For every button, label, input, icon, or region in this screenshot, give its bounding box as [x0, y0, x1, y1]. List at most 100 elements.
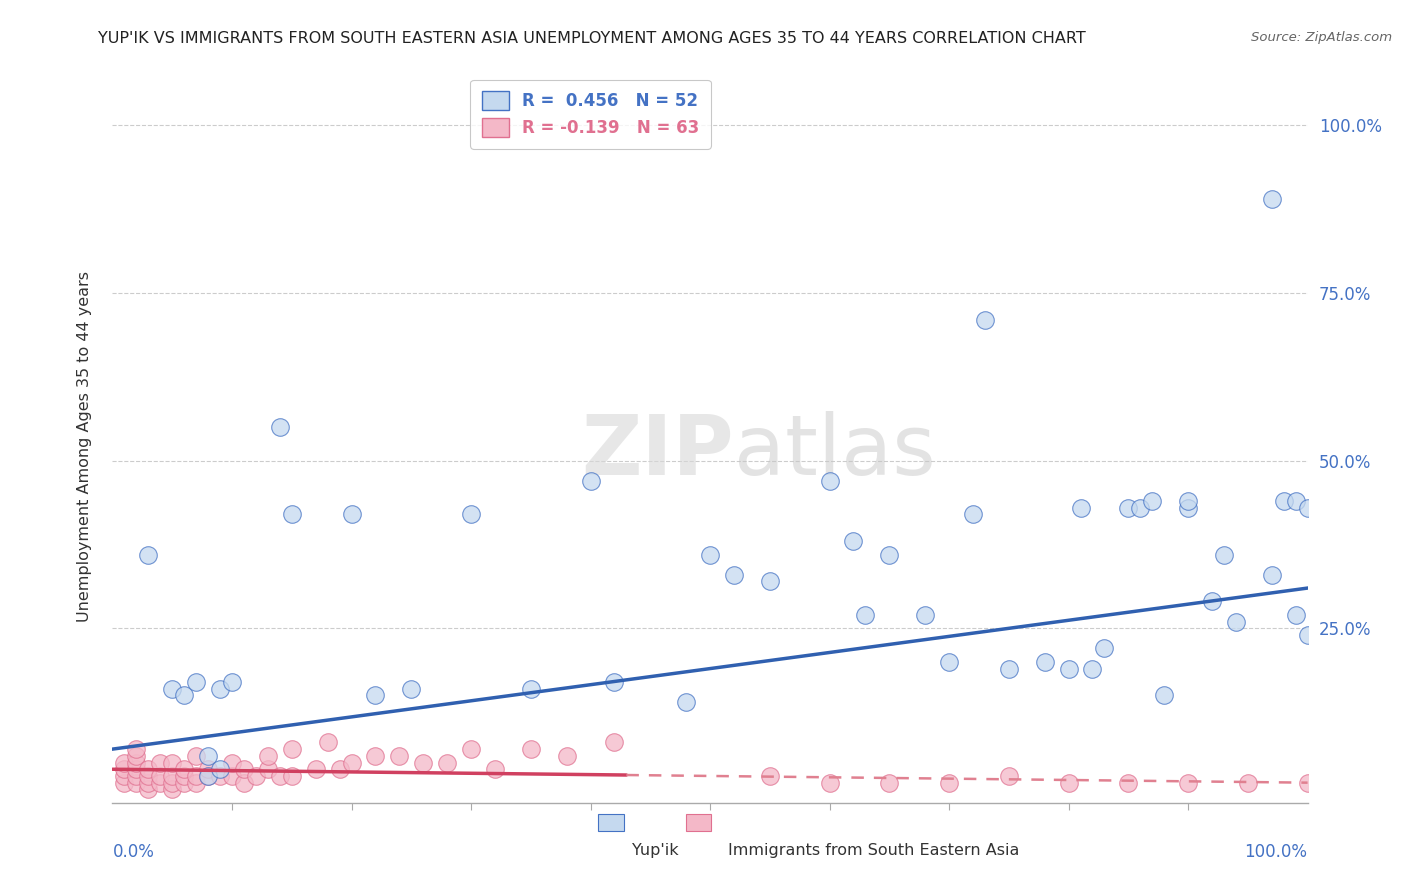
Point [138, 775, 160, 789]
Point [1129, 500, 1152, 515]
Point [879, 775, 901, 789]
Point [138, 782, 160, 797]
Point [1070, 500, 1092, 515]
Point [125, 742, 148, 756]
Text: 0.0%: 0.0% [112, 843, 155, 861]
Point [125, 762, 148, 776]
Point [162, 782, 183, 797]
Point [114, 756, 135, 770]
Point [1153, 689, 1175, 703]
Point [1177, 500, 1199, 515]
Point [818, 775, 841, 789]
Point [412, 756, 434, 770]
Point [1285, 493, 1308, 508]
Point [1177, 775, 1199, 789]
Point [281, 769, 304, 783]
Point [149, 775, 172, 789]
Point [329, 762, 352, 776]
Point [855, 607, 877, 622]
Point [938, 775, 960, 789]
Point [842, 534, 865, 549]
Point [914, 607, 936, 622]
Point [1213, 548, 1236, 562]
Point [364, 689, 387, 703]
Point [197, 748, 219, 763]
Point [998, 662, 1021, 676]
Point [149, 769, 172, 783]
Point [114, 769, 135, 783]
Point [1296, 628, 1319, 642]
Point [520, 681, 543, 696]
Point [173, 769, 195, 783]
Point [1261, 567, 1284, 582]
Point [186, 675, 208, 690]
Text: Immigrants from South Eastern Asia: Immigrants from South Eastern Asia [728, 843, 1019, 858]
Point [114, 762, 135, 776]
Point [125, 769, 148, 783]
Point [460, 742, 482, 756]
Point [699, 548, 721, 562]
Point [1296, 500, 1319, 515]
Point [484, 762, 506, 776]
Point [173, 689, 195, 703]
Point [149, 756, 172, 770]
Point [125, 756, 148, 770]
Point [1296, 775, 1319, 789]
Point [221, 769, 243, 783]
Point [138, 769, 160, 783]
Point [938, 655, 960, 669]
Point [675, 695, 697, 709]
Point [974, 312, 997, 326]
Point [269, 769, 291, 783]
Point [138, 548, 160, 562]
Point [1142, 493, 1164, 508]
Point [257, 748, 280, 763]
Point [603, 735, 626, 749]
Point [197, 762, 219, 776]
Point [125, 748, 148, 763]
Point [759, 769, 782, 783]
Point [233, 762, 256, 776]
Point [340, 756, 363, 770]
Point [162, 775, 183, 789]
Point [221, 675, 243, 690]
Point [436, 756, 458, 770]
Point [269, 420, 291, 434]
Point [197, 769, 219, 783]
Point [1285, 607, 1308, 622]
Point [1057, 775, 1080, 789]
Point [209, 681, 232, 696]
Point [186, 748, 208, 763]
Point [388, 748, 411, 763]
Point [1201, 594, 1223, 608]
Text: Source: ZipAtlas.com: Source: ZipAtlas.com [1251, 31, 1392, 45]
Point [209, 769, 232, 783]
Point [245, 769, 267, 783]
Point [221, 756, 243, 770]
Legend: R =  0.456   N = 52, R = -0.139   N = 63: R = 0.456 N = 52, R = -0.139 N = 63 [470, 79, 711, 149]
Point [316, 735, 339, 749]
Point [186, 775, 208, 789]
Point [1261, 192, 1284, 206]
Point [1081, 662, 1104, 676]
Point [603, 675, 626, 690]
Point [186, 769, 208, 783]
Point [209, 762, 232, 776]
Point [759, 574, 782, 589]
Text: YUP'IK VS IMMIGRANTS FROM SOUTH EASTERN ASIA UNEMPLOYMENT AMONG AGES 35 TO 44 YE: YUP'IK VS IMMIGRANTS FROM SOUTH EASTERN … [98, 31, 1087, 46]
Point [401, 681, 423, 696]
Point [281, 508, 304, 522]
Point [1237, 775, 1260, 789]
Point [879, 548, 901, 562]
Point [1272, 493, 1295, 508]
Point [197, 769, 219, 783]
Text: Yup'ik: Yup'ik [633, 843, 679, 858]
Point [305, 762, 328, 776]
Point [1118, 500, 1140, 515]
Point [114, 775, 135, 789]
Point [962, 508, 984, 522]
Point [818, 474, 841, 488]
Point [1033, 655, 1056, 669]
Text: ZIP: ZIP [582, 411, 734, 492]
Point [173, 762, 195, 776]
